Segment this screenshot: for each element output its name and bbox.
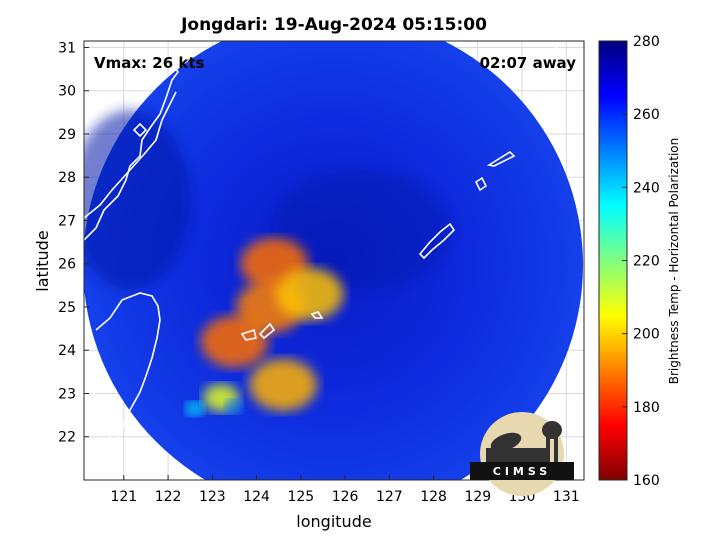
colorbar-tick-label: 180 [633, 400, 660, 416]
swath-dark-center [270, 170, 450, 290]
cimss-logo-icon: CIMSS [470, 412, 574, 496]
chart-title: Jongdari: 19-Aug-2024 05:15:00 [180, 15, 487, 35]
island-amami [486, 150, 516, 167]
time-away-label: 02:07 away [480, 54, 577, 72]
swath-dark-west [84, 110, 190, 290]
y-tick-label: 22 [58, 430, 76, 446]
x-axis-label: longitude [296, 512, 371, 531]
logo-text: CIMSS [493, 465, 551, 478]
y-axis-ticks: 22 23 24 25 26 27 28 29 30 31 [58, 40, 89, 446]
x-tick-label: 131 [553, 489, 580, 505]
coast-kyushu [554, 43, 584, 63]
coast-china-inner [84, 91, 177, 219]
colorbar-tick-label: 220 [633, 254, 660, 270]
brightness-feature [249, 358, 317, 411]
y-tick-label: 26 [58, 257, 76, 273]
island-tokuno [474, 176, 488, 192]
y-tick-label: 30 [58, 84, 76, 100]
y-tick-label: 25 [58, 300, 76, 316]
island-senkaku [310, 311, 324, 319]
y-tick-label: 29 [58, 127, 76, 143]
x-tick-label: 126 [332, 489, 359, 505]
logo-banner [470, 462, 574, 480]
colorbar-label: Brightness Temp - Horizontal Polarizatio… [667, 138, 681, 385]
coast-china [84, 51, 179, 241]
x-axis-ticks: 121 122 123 124 125 126 127 128 129 130 131 [110, 475, 580, 505]
logo-dish [490, 432, 522, 452]
brightness-features [185, 237, 344, 416]
plot-frame [83, 40, 585, 481]
colorbar-tick-label: 240 [633, 180, 660, 196]
brightness-feature [185, 401, 204, 416]
colorbar-tick-label: 160 [633, 473, 660, 489]
y-tick-label: 31 [58, 40, 76, 56]
x-tick-label: 128 [420, 489, 447, 505]
coast-taiwan [87, 292, 161, 443]
colorbar: 160 180 200 220 240 260 280 Brightness Temp - … [598, 34, 681, 489]
x-tick-label: 127 [376, 489, 403, 505]
plot-area: 121 122 123 124 125 126 127 128 129 130 131 222324… [58, 40, 585, 505]
island-ishigaki [258, 322, 276, 340]
x-tick-label: 125 [287, 489, 314, 505]
coastlines [84, 43, 584, 443]
y-tick-label: 28 [58, 170, 76, 186]
brightness-feature [275, 268, 344, 321]
island-okinawa [418, 222, 456, 260]
y-tick-label: 23 [58, 386, 76, 402]
island-miyako [240, 328, 257, 341]
brightness-feature [225, 399, 244, 414]
x-tick-label: 122 [155, 489, 182, 505]
colorbar-tick-label: 280 [633, 34, 660, 50]
x-tick-label: 124 [243, 489, 270, 505]
logo-tower-leg [546, 432, 550, 462]
logo-tower-leg2 [554, 432, 558, 462]
colorbar-tick-label: 260 [633, 107, 660, 123]
y-tick-label: 27 [58, 213, 76, 229]
logo-water-tank [542, 421, 562, 439]
x-tick-label: 129 [464, 489, 491, 505]
vmax-label: Vmax: 26 kts [94, 54, 204, 72]
colorbar-tick-label: 200 [633, 327, 660, 343]
y-tick-label: 24 [58, 343, 76, 359]
logo-building [486, 448, 546, 462]
x-tick-label: 121 [110, 489, 137, 505]
colorbar-ticks: 160 180 200 220 240 260 280 [622, 34, 660, 489]
coast-zhoushan [132, 122, 148, 138]
y-axis-label: latitude [33, 230, 52, 291]
x-tick-label: 123 [199, 489, 226, 505]
